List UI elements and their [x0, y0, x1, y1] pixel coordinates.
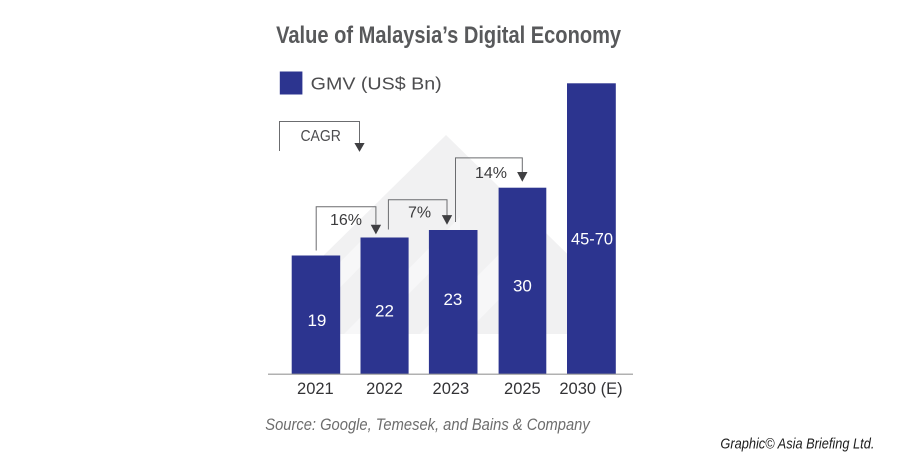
svg-text:2023: 2023: [433, 380, 470, 398]
svg-text:22: 22: [375, 302, 394, 321]
svg-text:23: 23: [443, 290, 462, 309]
svg-text:Graphic© Asia Briefing Ltd.: Graphic© Asia Briefing Ltd.: [720, 436, 874, 453]
svg-text:2025: 2025: [504, 380, 541, 398]
svg-text:19: 19: [307, 311, 326, 330]
svg-text:Source: Google, Temesek, and B: Source: Google, Temesek, and Bains & Com…: [265, 415, 591, 434]
svg-text:2021: 2021: [297, 380, 334, 398]
svg-text:45-70: 45-70: [571, 229, 613, 248]
svg-text:CAGR: CAGR: [300, 128, 341, 145]
svg-text:16%: 16%: [330, 212, 362, 229]
svg-text:2022: 2022: [366, 380, 403, 398]
svg-text:Value of Malaysia’s Digital Ec: Value of Malaysia’s Digital Economy: [276, 22, 622, 49]
svg-text:30: 30: [513, 276, 532, 295]
svg-text:2030 (E): 2030 (E): [559, 380, 622, 398]
svg-text:14%: 14%: [475, 165, 507, 182]
svg-text:7%: 7%: [408, 205, 431, 222]
svg-text:GMV (US$ Bn): GMV (US$ Bn): [311, 73, 442, 93]
